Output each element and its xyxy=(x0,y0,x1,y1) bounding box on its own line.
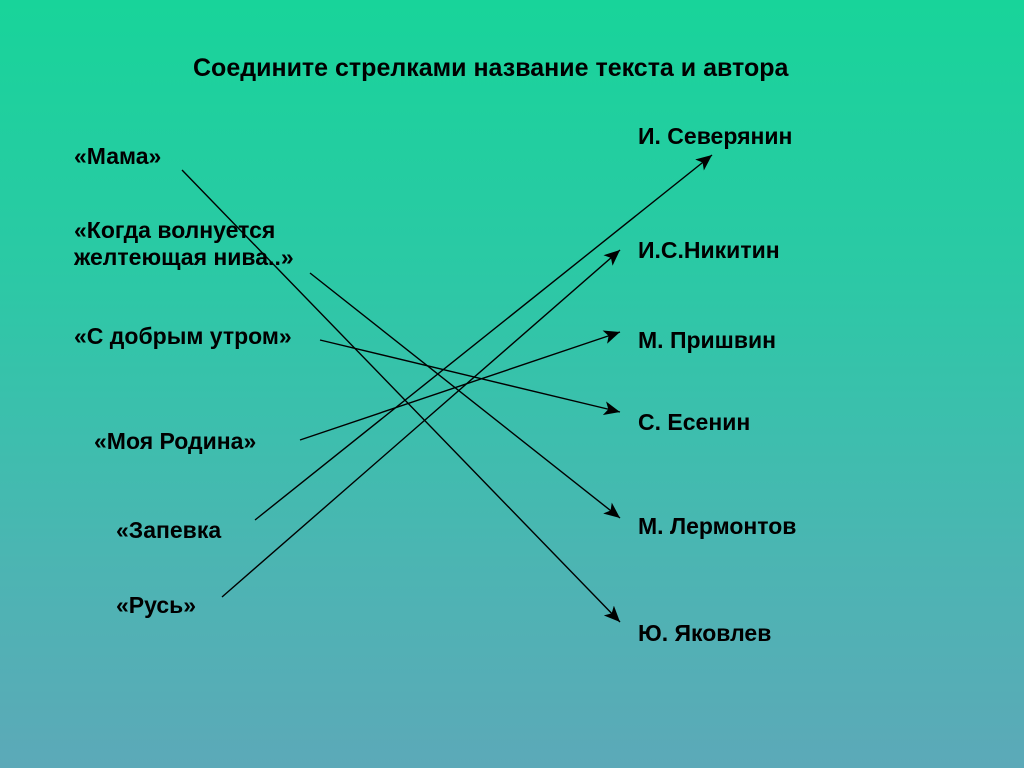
left-item-zapevka: «Запевка xyxy=(116,517,221,544)
connection-arrows xyxy=(0,0,1024,768)
arrow-rodina-to-prishvin xyxy=(300,332,620,440)
right-item-esenin: С. Есенин xyxy=(638,409,750,436)
left-item-niva: «Когда волнуется желтеющая нива..» xyxy=(74,217,294,271)
left-item-mama: «Мама» xyxy=(74,143,161,170)
left-item-rodina: «Моя Родина» xyxy=(94,428,256,455)
right-item-yakovlev: Ю. Яковлев xyxy=(638,620,771,647)
left-item-rus: «Русь» xyxy=(116,592,196,619)
left-item-utrom: «С добрым утром» xyxy=(74,323,292,350)
arrow-rus-to-nikitin xyxy=(222,250,620,597)
right-item-lermontov: М. Лермонтов xyxy=(638,513,796,540)
arrow-niva-to-lermontov xyxy=(310,273,620,518)
page-title: Соедините стрелками название текста и ав… xyxy=(193,54,788,83)
right-item-severyanin: И. Северянин xyxy=(638,123,792,150)
arrow-utrom-to-esenin xyxy=(320,340,620,412)
right-item-nikitin: И.С.Никитин xyxy=(638,237,780,264)
right-item-prishvin: М. Пришвин xyxy=(638,327,776,354)
